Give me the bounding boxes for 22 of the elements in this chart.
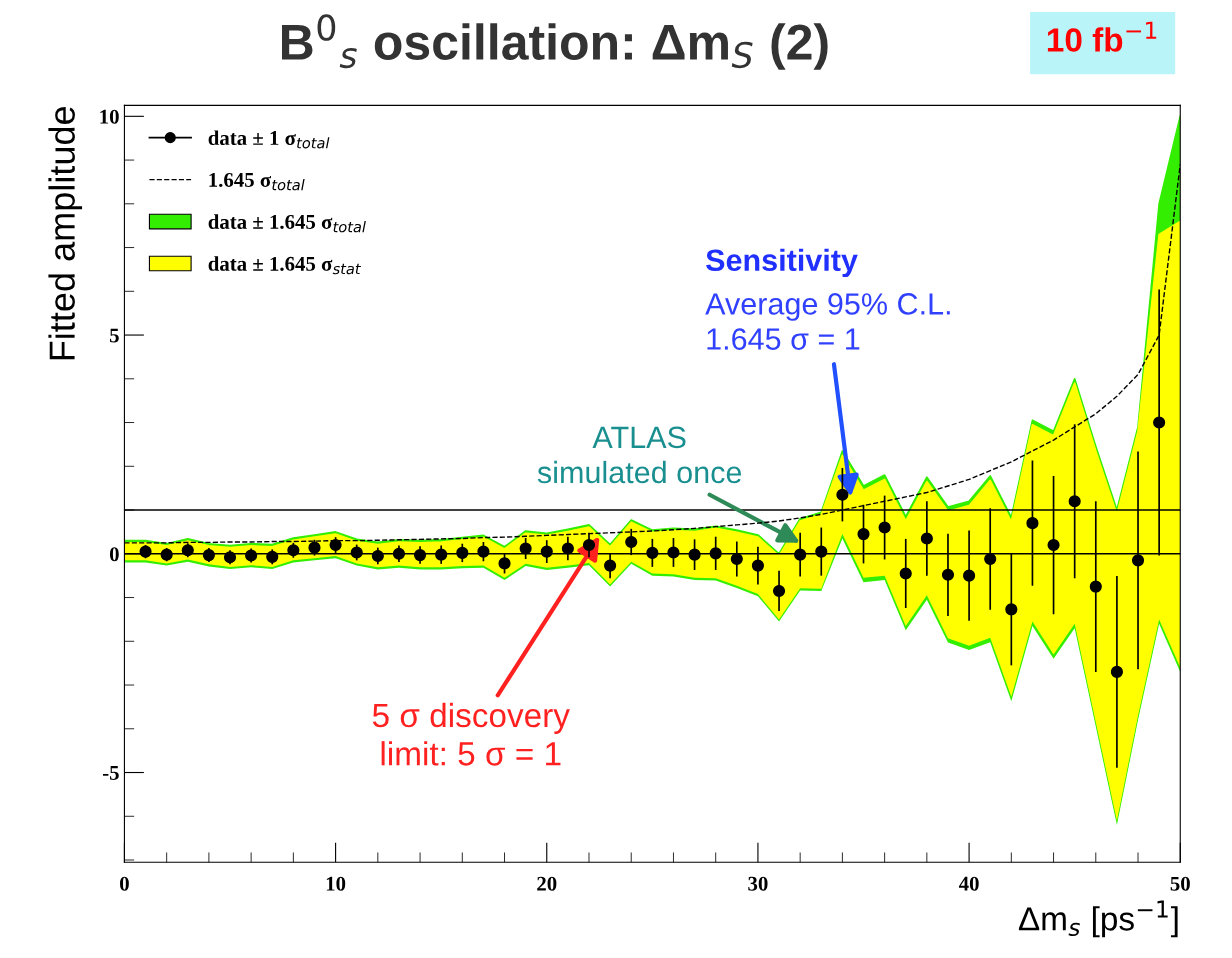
x-tick-label: 30 — [748, 876, 768, 891]
x-tick-label: 40 — [958, 876, 979, 891]
x-tick-label: 50 — [1170, 876, 1190, 891]
y-tick-label: 10 — [100, 109, 119, 124]
legend-label: data ± 1 σ$_{total}$ — [208, 130, 330, 149]
y-axis-title: Fitted amplitude — [48, 106, 83, 360]
x-tick-label: 10 — [326, 876, 346, 891]
annotation: Average 95% C.L. 1.645 σ = 1 — [705, 293, 950, 350]
y-tick-label: 5 — [109, 328, 119, 343]
text: 10 fb$^{−1}$ — [1047, 21, 1157, 52]
annotation: ATLAS simulated once — [537, 426, 742, 484]
annotation: 5 σ discovery limit: 5 σ = 1 — [372, 702, 570, 766]
x-tick-label: 0 — [120, 876, 129, 891]
legend-label: data ± 1.645 σ$_{stat}$ — [208, 256, 362, 275]
legend-label: 1.645 σ$_{total}$ — [209, 172, 305, 191]
chart-title: B$^{0}$$_{s}$ oscillation: Δm$_{S}$ (2) — [281, 14, 828, 70]
y-tick-label: 0 — [109, 547, 119, 562]
y-tick-label: -5 — [102, 766, 119, 780]
annotation: Sensitivity — [706, 248, 858, 278]
legend-label: data ± 1.645 σ$_{total}$ — [208, 214, 366, 233]
x-tick-label: 20 — [537, 876, 557, 891]
x-axis-title: Δm$_{s}$ [ps$^{−1}$] — [1018, 900, 1178, 938]
